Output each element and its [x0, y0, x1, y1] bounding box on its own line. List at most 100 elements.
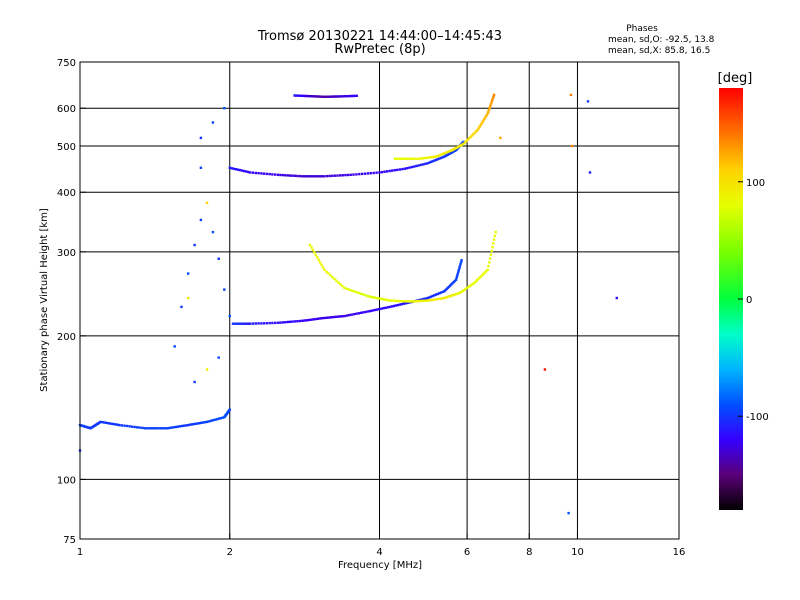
data-point	[335, 95, 338, 98]
data-point	[321, 95, 325, 98]
y-axis-label: Stationary phase Virtual Height [km]	[39, 208, 50, 392]
data-point	[335, 279, 338, 282]
data-point	[413, 300, 417, 303]
data-point	[123, 424, 126, 427]
data-point	[477, 277, 480, 281]
data-point	[327, 272, 330, 275]
data-point	[402, 302, 405, 305]
data-point	[355, 173, 358, 176]
data-point	[262, 172, 266, 175]
data-point	[357, 291, 360, 295]
data-point	[203, 421, 207, 424]
data-point	[307, 94, 310, 98]
data-point	[301, 175, 304, 178]
data-point	[136, 426, 139, 429]
data-point	[219, 417, 222, 420]
data-point	[243, 169, 246, 173]
data-point	[331, 95, 334, 98]
data-point	[178, 425, 182, 428]
data-point	[205, 368, 209, 371]
data-point	[198, 422, 201, 425]
data-point	[482, 272, 485, 275]
data-point	[371, 296, 374, 299]
data-point	[331, 316, 334, 319]
data-point	[458, 291, 461, 295]
data-point	[103, 421, 106, 424]
x-tick-label: 4	[376, 547, 382, 558]
data-point	[105, 421, 108, 424]
data-point	[176, 425, 180, 428]
data-point	[401, 167, 404, 171]
data-point	[436, 292, 439, 296]
data-point	[209, 419, 212, 423]
data-point	[341, 174, 344, 177]
data-point	[398, 168, 402, 171]
data-point	[240, 322, 243, 325]
data-point	[245, 322, 249, 325]
data-point	[291, 174, 294, 177]
data-point	[482, 118, 485, 122]
data-point	[367, 295, 370, 298]
data-point	[320, 95, 323, 98]
data-point	[168, 426, 171, 430]
data-point	[485, 113, 488, 117]
data-point	[462, 142, 465, 146]
data-point	[323, 316, 326, 320]
data-point	[478, 125, 481, 128]
data-point	[289, 174, 292, 177]
data-point	[393, 157, 397, 160]
data-point	[422, 157, 426, 160]
data-point	[458, 265, 462, 268]
data-point	[459, 263, 462, 266]
data-point	[173, 345, 176, 348]
data-point	[199, 136, 203, 140]
data-point	[373, 308, 377, 312]
data-point	[279, 173, 282, 177]
data-point	[308, 243, 312, 247]
data-point	[567, 511, 570, 515]
data-point	[465, 140, 468, 143]
data-point	[170, 426, 173, 429]
data-point	[479, 275, 483, 278]
data-point	[485, 270, 488, 273]
data-point	[316, 256, 319, 259]
data-point	[349, 173, 352, 176]
y-tick-label: 400	[57, 188, 76, 199]
data-point	[431, 294, 434, 298]
data-point	[474, 280, 477, 283]
data-point	[114, 423, 117, 426]
data-point	[364, 310, 368, 314]
colorbar-ticks: 100 0 -100	[738, 178, 769, 423]
data-point	[228, 166, 231, 169]
y-tick-label: 200	[57, 332, 76, 343]
data-point	[455, 276, 458, 280]
data-point	[382, 298, 385, 301]
data-point	[386, 299, 390, 302]
data-point	[468, 284, 472, 288]
data-point	[274, 173, 277, 176]
data-point	[361, 172, 364, 176]
data-point	[499, 136, 502, 140]
data-point	[449, 294, 452, 298]
data-point	[343, 314, 346, 318]
data-point	[180, 305, 183, 309]
data-point	[429, 160, 433, 164]
data-point	[490, 249, 493, 253]
data-point	[339, 174, 342, 177]
data-point	[415, 164, 418, 168]
data-point	[384, 298, 387, 301]
data-point	[458, 266, 461, 270]
data-point	[348, 94, 351, 98]
data-point	[237, 322, 240, 325]
data-point	[480, 122, 483, 125]
data-point	[323, 95, 326, 98]
data-point	[325, 316, 328, 319]
data-point	[108, 422, 112, 425]
data-point	[223, 107, 226, 110]
data-point	[382, 307, 385, 310]
data-point	[318, 261, 322, 264]
data-point	[355, 312, 358, 315]
data-point	[338, 95, 341, 98]
data-point	[422, 163, 425, 166]
y-tick-label: 75	[63, 535, 76, 546]
